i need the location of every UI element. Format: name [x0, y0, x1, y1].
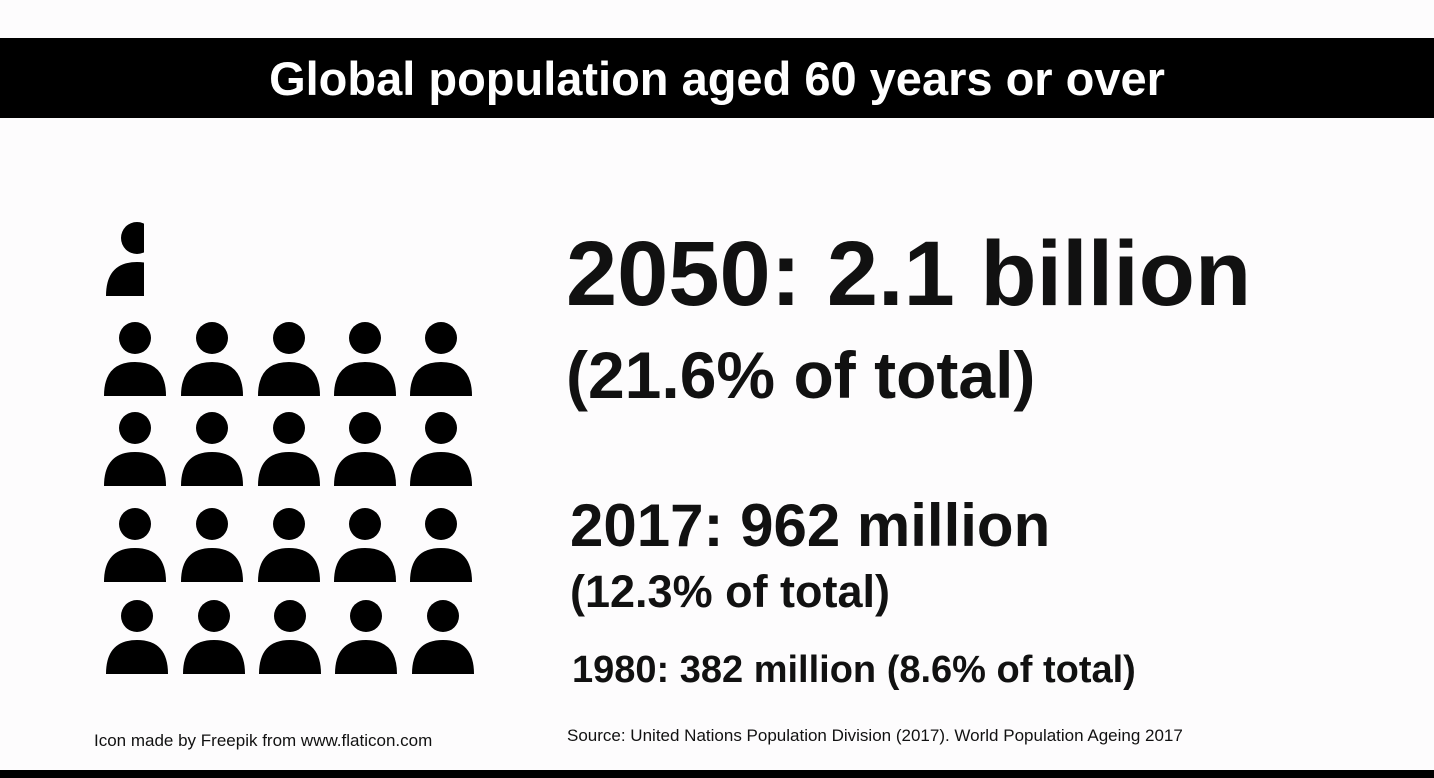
person-icon [104, 216, 144, 300]
person-icon [102, 502, 168, 586]
person-icon [179, 502, 245, 586]
title-bar [0, 38, 1434, 118]
person-icon [408, 316, 474, 400]
person-icon [332, 502, 398, 586]
person-icon [256, 406, 322, 490]
stat-2050-headline: 2050: 2.1 billion [566, 223, 1252, 325]
person-icon [332, 406, 398, 490]
stat-1980-headline: 1980: 382 million (8.6% of total) [572, 649, 1136, 691]
stat-2017-share: (12.3% of total) [570, 566, 891, 617]
person-icon [102, 316, 168, 400]
person-icon [256, 502, 322, 586]
person-icon [257, 594, 323, 678]
stat-2017-headline: 2017: 962 million [570, 492, 1051, 559]
person-icon [179, 406, 245, 490]
bottom-rule [0, 770, 1434, 778]
person-icon [408, 406, 474, 490]
source-citation: Source: United Nations Population Divisi… [567, 726, 1183, 745]
person-icon [104, 594, 170, 678]
person-icon [332, 316, 398, 400]
stat-2050-share: (21.6% of total) [566, 338, 1036, 412]
person-icon [179, 316, 245, 400]
person-icon [408, 502, 474, 586]
person-icon-grid [100, 214, 480, 684]
icon-credit: Icon made by Freepik from www.flaticon.c… [94, 731, 433, 750]
person-icon [410, 594, 476, 678]
person-icon [181, 594, 247, 678]
person-icon [256, 316, 322, 400]
person-icon [333, 594, 399, 678]
page-title: Global population aged 60 years or over [269, 52, 1165, 105]
person-icon [102, 406, 168, 490]
